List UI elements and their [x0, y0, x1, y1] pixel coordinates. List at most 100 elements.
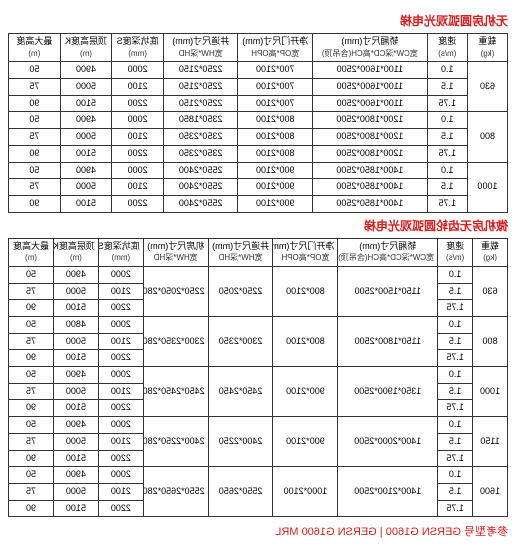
cell-top: 75 — [9, 383, 54, 400]
cell-door: 900*2100 — [273, 417, 338, 467]
table1-body: 6301.01100*1600*2500700*21002250*2150200… — [9, 62, 508, 212]
spec-table-2: 载重(kg) 速度(m/s) 轿厢尺寸(mm)宽CW*深CD*高CH(含吊顶) … — [8, 238, 508, 518]
cell-pit: 2100 — [98, 433, 143, 450]
cell-door: 1000*2100 — [273, 467, 338, 517]
cell-speed: 1.75 — [438, 400, 473, 417]
cell-door: 800*2100 — [273, 317, 338, 367]
cell-top: 90 — [9, 350, 54, 367]
cell-door: 900*2100 — [238, 162, 313, 179]
cell-well: 2550*2650 — [208, 467, 273, 517]
cell-oh: 4900 — [53, 266, 98, 283]
hdr-mach: 机房尺寸(mm)宽HW*深HD — [143, 238, 208, 266]
cell-load: 630 — [473, 266, 508, 316]
cell-mach: 2450*2450*2800 — [143, 367, 208, 417]
cell-speed: 1.0 — [438, 417, 473, 434]
cell-pit: 2000 — [112, 62, 164, 79]
table1-title: 无机房圆弧观光电梯 — [8, 12, 508, 29]
cell-well: 2250*2150 — [163, 62, 238, 79]
cell-pit: 2200 — [112, 95, 164, 112]
cell-oh: 5000 — [53, 283, 98, 300]
cell-load: 1000 — [473, 367, 508, 417]
table2-header: 载重(kg) 速度(m/s) 轿厢尺寸(mm)宽CW*深CD*高CH(含吊顶) … — [9, 238, 508, 266]
cell-oh: 5000 — [53, 433, 98, 450]
cell-load: 800 — [473, 317, 508, 367]
cell-top: 50 — [9, 417, 54, 434]
cell-car: 1150*1500*2500 — [338, 266, 438, 316]
cell-top: 90 — [9, 195, 61, 212]
table-row: 1.751100*1600*2500700*21002250*215022005… — [9, 95, 508, 112]
table-row: 8001.01200*1800*2500800*21002350*1850200… — [9, 112, 508, 129]
hdr-top: 最大高度(m) — [9, 34, 61, 62]
cell-well: 2300*2350 — [208, 317, 273, 367]
cell-door: 800*2100 — [238, 112, 313, 129]
cell-speed: 1.5 — [438, 433, 473, 450]
cell-top: 75 — [9, 79, 61, 96]
cell-oh: 4900 — [60, 62, 112, 79]
cell-speed: 1.75 — [438, 350, 473, 367]
cell-speed: 1.75 — [438, 300, 473, 317]
table-row: 1.51200*1800*2500800*21002350*2350210050… — [9, 129, 508, 146]
cell-oh: 4900 — [53, 417, 98, 434]
cell-car: 1100*1600*2500 — [313, 95, 428, 112]
cell-pit: 2200 — [98, 500, 143, 517]
cell-well: 2250*2150 — [163, 79, 238, 96]
hdr-car: 轿厢尺寸(mm)宽CW*深CD*高CH(含吊顶) — [338, 238, 438, 266]
cell-well: 2350*1850 — [163, 112, 238, 129]
cell-door: 700*2100 — [238, 79, 313, 96]
cell-pit: 2100 — [112, 179, 164, 196]
cell-pit: 2200 — [98, 350, 143, 367]
cell-well: 2450*2450 — [208, 367, 273, 417]
cell-oh: 5100 — [53, 300, 98, 317]
cell-speed: 1.0 — [438, 317, 473, 334]
cell-pit: 2100 — [112, 129, 164, 146]
cell-mach: 2300*2350*2800 — [143, 317, 208, 367]
cell-mach: 2550*2650*2800 — [143, 467, 208, 517]
cell-oh: 5000 — [60, 79, 112, 96]
cell-door: 800*2100 — [238, 129, 313, 146]
cell-oh: 5100 — [60, 195, 112, 212]
cell-top: 75 — [9, 129, 61, 146]
cell-well: 2550*2400 — [163, 162, 238, 179]
hdr-load: 载重(kg) — [473, 238, 508, 266]
hdr-door: 净开门尺寸(mm)宽OP*高OPH — [238, 34, 313, 62]
cell-pit: 2100 — [98, 283, 143, 300]
cell-top: 90 — [9, 450, 54, 467]
table-row: 10001.01400*1850*2500900*21002550*240020… — [9, 162, 508, 179]
cell-top: 90 — [9, 300, 54, 317]
table2-body: 6301.01150*1500*2500800*21002250*2050225… — [9, 266, 508, 516]
cell-top: 75 — [9, 179, 61, 196]
cell-speed: 1.5 — [438, 283, 473, 300]
cell-oh: 4900 — [60, 112, 112, 129]
cell-speed: 1.5 — [427, 129, 467, 146]
table-row: 6301.01150*1500*2500800*21002250*2050225… — [9, 266, 508, 283]
hdr-well: 井道尺寸(mm)宽HW*深HD — [163, 34, 238, 62]
cell-top: 75 — [9, 333, 54, 350]
cell-speed: 1.5 — [438, 383, 473, 400]
cell-oh: 5000 — [53, 333, 98, 350]
cell-speed: 1.5 — [427, 179, 467, 196]
cell-top: 90 — [9, 400, 54, 417]
table-row: 16001.01400*2100*25001000*21002550*26502… — [9, 467, 508, 484]
cell-car: 1100*1600*2500 — [313, 79, 428, 96]
cell-speed: 1.75 — [427, 195, 467, 212]
cell-well: 2350*2350 — [163, 129, 238, 146]
cell-oh: 5000 — [53, 383, 98, 400]
cell-oh: 4800 — [53, 317, 98, 334]
cell-top: 75 — [9, 283, 54, 300]
hdr-car: 轿厢尺寸(mm)宽CW*深CD*高CH(含吊顶) — [313, 34, 428, 62]
cell-top: 90 — [9, 500, 54, 517]
table-row: 1.51400*1850*2500900*21002550*2400210050… — [9, 179, 508, 196]
cell-speed: 1.5 — [438, 333, 473, 350]
cell-car: 1350*1900*2500 — [338, 367, 438, 417]
cell-pit: 2000 — [98, 417, 143, 434]
cell-pit: 2000 — [98, 317, 143, 334]
cell-top: 50 — [9, 162, 61, 179]
cell-oh: 4900 — [60, 162, 112, 179]
cell-top: 50 — [9, 367, 54, 384]
cell-top: 50 — [9, 62, 61, 79]
cell-car: 1150*1800*2500 — [338, 317, 438, 367]
hdr-oh: 顶层高度K(m) — [53, 238, 98, 266]
cell-speed: 1.0 — [438, 266, 473, 283]
cell-pit: 2100 — [98, 383, 143, 400]
cell-pit: 2200 — [112, 145, 164, 162]
